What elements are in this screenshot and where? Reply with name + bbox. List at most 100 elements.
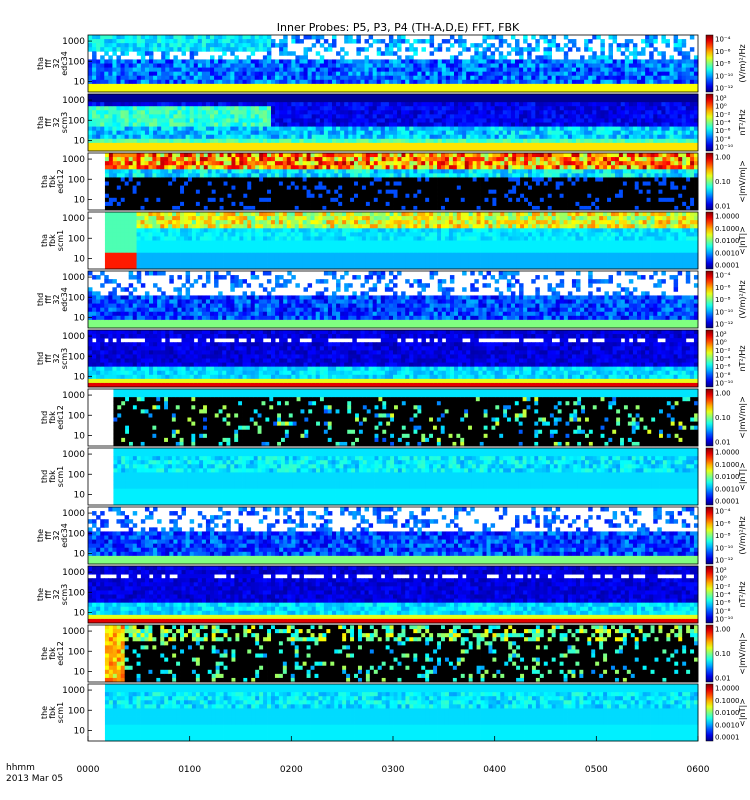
spectrogram-cell: [332, 35, 336, 39]
spectrogram-cell: [186, 114, 190, 118]
spectrogram-cell: [340, 127, 344, 131]
spectrogram-cell: [665, 84, 669, 88]
spectrogram-cell: [629, 59, 633, 63]
spectrogram-cell: [560, 84, 564, 88]
spectrogram-cell: [308, 64, 312, 68]
spectrogram-cell: [352, 135, 356, 139]
spectrogram-cell: [613, 39, 617, 43]
spectrogram-cell: [348, 76, 352, 80]
spectrogram-cell: [186, 123, 190, 127]
spectrogram-cell: [308, 72, 312, 76]
spectrogram-cell: [381, 59, 385, 63]
spectrogram-cell: [649, 43, 653, 47]
spectrogram-cell: [552, 76, 556, 80]
spectrogram-cell: [462, 76, 466, 80]
spectrogram-cell: [584, 72, 588, 76]
spectrogram-cell: [194, 47, 198, 51]
spectrogram-cell: [287, 72, 291, 76]
spectrogram-cell: [112, 139, 116, 143]
spectrogram-cell: [190, 102, 194, 106]
spectrogram-cell: [247, 68, 251, 72]
spectrogram-cell: [177, 72, 181, 76]
spectrogram-cell: [320, 94, 324, 98]
spectrogram-cell: [173, 64, 177, 68]
spectrogram-cell: [552, 43, 556, 47]
spectrogram-cell: [271, 118, 275, 122]
spectrogram-cell: [238, 106, 242, 110]
spectrogram-cell: [482, 51, 486, 55]
spectrogram-cell: [539, 59, 543, 63]
spectrogram-cell: [348, 98, 352, 102]
spectrogram-cell: [352, 102, 356, 106]
spectrogram-cell: [499, 64, 503, 68]
spectrogram-cell: [454, 59, 458, 63]
spectrogram-cell: [169, 110, 173, 114]
spectrogram-cell: [617, 64, 621, 68]
spectrogram-cell: [356, 35, 360, 39]
spectrogram-cell: [657, 51, 661, 55]
spectrogram-cell: [299, 123, 303, 127]
spectrogram-cell: [267, 98, 271, 102]
spectrogram-cell: [125, 84, 129, 88]
spectrogram-cell: [218, 106, 222, 110]
spectrogram-cell: [621, 84, 625, 88]
spectrogram-cell: [177, 68, 181, 72]
spectrogram-cell: [499, 76, 503, 80]
spectrogram-cell: [100, 98, 104, 102]
spectrogram-cell: [564, 59, 568, 63]
spectrogram-cell: [283, 123, 287, 127]
spectrogram-cell: [234, 64, 238, 68]
spectrogram-cell: [226, 43, 230, 47]
spectrogram-cell: [674, 47, 678, 51]
spectrogram-cell: [214, 102, 218, 106]
spectrogram-cell: [409, 59, 413, 63]
spectrogram-cell: [275, 80, 279, 84]
spectrogram-cell: [116, 135, 120, 139]
spectrogram-cell: [609, 51, 613, 55]
spectrogram-cell: [153, 59, 157, 63]
spectrogram-cell: [271, 110, 275, 114]
spectrogram-cell: [299, 106, 303, 110]
spectrogram-cell: [247, 143, 251, 147]
spectrogram-cell: [316, 114, 320, 118]
spectrogram-cell: [389, 43, 393, 47]
spectrogram-cell: [584, 84, 588, 88]
spectrogram-cell: [210, 80, 214, 84]
spectrogram-cell: [678, 80, 682, 84]
spectrogram-cell: [129, 114, 133, 118]
spectrogram-cell: [226, 76, 230, 80]
spectrogram-cell: [543, 55, 547, 59]
spectrogram-cell: [153, 114, 157, 118]
spectrogram-cell: [409, 43, 413, 47]
spectrogram-cell: [356, 94, 360, 98]
spectrogram-cell: [308, 68, 312, 72]
spectrogram-cell: [332, 76, 336, 80]
spectrogram-cell: [190, 131, 194, 135]
spectrogram-cell: [275, 135, 279, 139]
spectrogram-cell: [137, 76, 141, 80]
spectrogram-cell: [478, 76, 482, 80]
spectrogram-cell: [177, 127, 181, 131]
spectrogram-cell: [182, 114, 186, 118]
spectrogram-cell: [194, 102, 198, 106]
spectrogram-cell: [243, 43, 247, 47]
spectrogram-cell: [210, 123, 214, 127]
spectrogram-cell: [373, 59, 377, 63]
spectrogram-cell: [129, 143, 133, 147]
spectrogram-cell: [531, 68, 535, 72]
spectrogram-cell: [177, 80, 181, 84]
spectrogram-cell: [161, 68, 165, 72]
spectrogram-cell: [255, 84, 259, 88]
spectrogram-cell: [133, 72, 137, 76]
spectrogram-cell: [161, 72, 165, 76]
spectrogram-cell: [230, 47, 234, 51]
spectrogram-cell: [112, 68, 116, 72]
spectrogram-cell: [381, 76, 385, 80]
spectrogram-cell: [202, 123, 206, 127]
spectrogram-cell: [149, 35, 153, 39]
spectrogram-cell: [462, 59, 466, 63]
spectrogram-cell: [173, 35, 177, 39]
spectrogram-cell: [348, 80, 352, 84]
spectrogram-cell: [92, 84, 96, 88]
spectrogram-cell: [487, 55, 491, 59]
